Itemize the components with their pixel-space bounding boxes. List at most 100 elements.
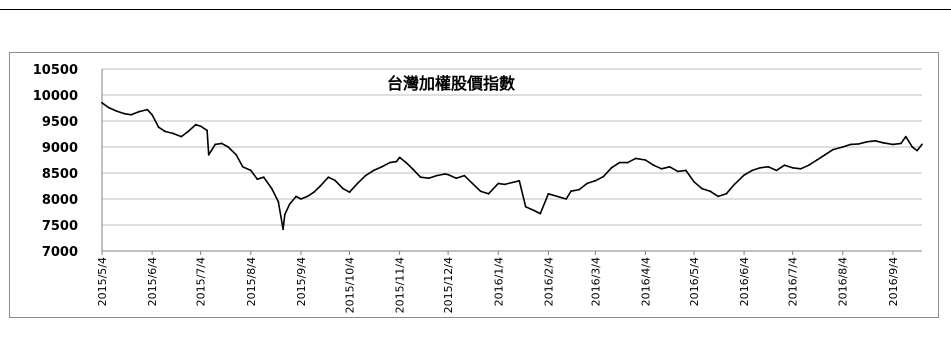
data-point — [157, 126, 160, 129]
axes — [101, 69, 922, 255]
x-tick-label: 2016/1/4 — [492, 257, 505, 306]
data-point — [194, 123, 197, 126]
x-tick-labels: 2015/5/4 2015/6/4 2015/7/4 2015/8/4 2015/9/4… — [96, 257, 900, 313]
data-point — [668, 165, 671, 168]
data-point — [586, 182, 589, 185]
data-point — [610, 166, 613, 169]
y-tick-label: 7000 — [42, 245, 78, 260]
data-point — [444, 173, 446, 175]
data-point — [685, 169, 687, 172]
x-tick-label: 2016/8/4 — [837, 257, 850, 306]
y-tick-label: 8000 — [42, 193, 78, 208]
data-point — [151, 113, 154, 116]
data-point — [874, 139, 876, 142]
data-point — [138, 110, 141, 113]
chart-title: 台灣加權股價指數 — [387, 74, 515, 93]
x-tick-label: 2015/5/4 — [96, 257, 109, 306]
y-tick-label: 9000 — [42, 141, 78, 156]
data-point — [594, 179, 597, 182]
data-point — [644, 159, 647, 161]
data-point — [283, 213, 286, 216]
data-point — [759, 166, 762, 169]
data-point — [411, 167, 414, 170]
data-point — [900, 142, 902, 145]
data-point — [547, 192, 550, 195]
data-point — [882, 141, 885, 144]
data-point — [471, 182, 474, 185]
data-point — [626, 161, 629, 164]
data-point — [435, 174, 438, 177]
data-point — [427, 177, 430, 180]
data-point — [921, 143, 923, 146]
x-tick-label: 2015/7/4 — [195, 257, 208, 306]
data-point — [206, 129, 209, 132]
data-point — [824, 153, 826, 156]
data-point — [455, 177, 458, 180]
data-point — [372, 169, 375, 172]
data-point — [235, 153, 238, 156]
x-tick-label: 2015/10/4 — [343, 257, 356, 313]
data-point — [356, 182, 359, 185]
y-tick-label: 7500 — [42, 219, 78, 234]
data-point — [565, 198, 568, 200]
data-point — [911, 146, 914, 148]
data-point — [334, 179, 336, 182]
data-point — [849, 143, 852, 146]
data-point — [497, 182, 500, 185]
gridlines — [102, 68, 922, 226]
data-point — [916, 149, 918, 152]
data-point — [904, 135, 907, 138]
data-point — [348, 191, 351, 194]
x-tick-label: 2016/3/4 — [589, 257, 602, 306]
y-tick-label: 10500 — [33, 63, 78, 78]
data-point — [288, 203, 291, 206]
data-point — [207, 153, 210, 156]
chart-container: 台灣加權股價指數 10500 10000 9500 9000 8500 8000 7500 7… — [9, 52, 939, 318]
taiex-line-chart: 台灣加權股價指數 10500 10000 9500 9000 8500 8000 7500 7… — [33, 63, 923, 313]
x-tick-label: 2016/6/4 — [738, 257, 751, 306]
x-tick-label: 2015/11/4 — [394, 257, 407, 313]
data-point — [725, 192, 728, 195]
data-point — [172, 132, 175, 135]
data-point — [511, 181, 514, 184]
data-point — [858, 143, 860, 145]
data-point — [832, 148, 834, 151]
data-point — [701, 187, 703, 190]
data-points — [101, 101, 923, 231]
data-point — [146, 108, 149, 111]
data-point — [306, 195, 309, 198]
y-tick-label: 9500 — [42, 115, 78, 130]
data-point — [270, 187, 273, 190]
y-tick-labels: 10500 10000 9500 9000 8500 8000 7500 7000 — [33, 63, 78, 260]
data-point — [214, 143, 217, 146]
data-point — [807, 164, 810, 167]
data-point — [249, 169, 252, 172]
data-point — [634, 157, 637, 160]
data-point — [447, 173, 449, 176]
data-point — [767, 165, 770, 168]
data-point — [733, 183, 736, 186]
data-point — [524, 205, 527, 208]
data-point — [277, 200, 280, 203]
y-tick-label: 8500 — [42, 167, 78, 182]
data-point — [101, 101, 103, 104]
data-point — [130, 113, 132, 116]
data-point — [364, 174, 367, 177]
data-point — [220, 142, 223, 145]
data-point — [227, 146, 230, 148]
data-point — [660, 167, 663, 170]
data-point — [389, 161, 391, 164]
data-point — [618, 161, 621, 164]
data-point — [463, 174, 466, 177]
data-point — [405, 161, 407, 164]
data-point — [578, 188, 580, 191]
data-point — [180, 135, 183, 138]
data-point — [282, 228, 284, 231]
data-point — [693, 180, 695, 183]
data-point — [783, 164, 786, 167]
data-point — [295, 195, 297, 198]
data-point — [479, 190, 482, 193]
data-point — [751, 169, 754, 172]
data-point — [487, 192, 490, 195]
data-point — [419, 176, 422, 179]
